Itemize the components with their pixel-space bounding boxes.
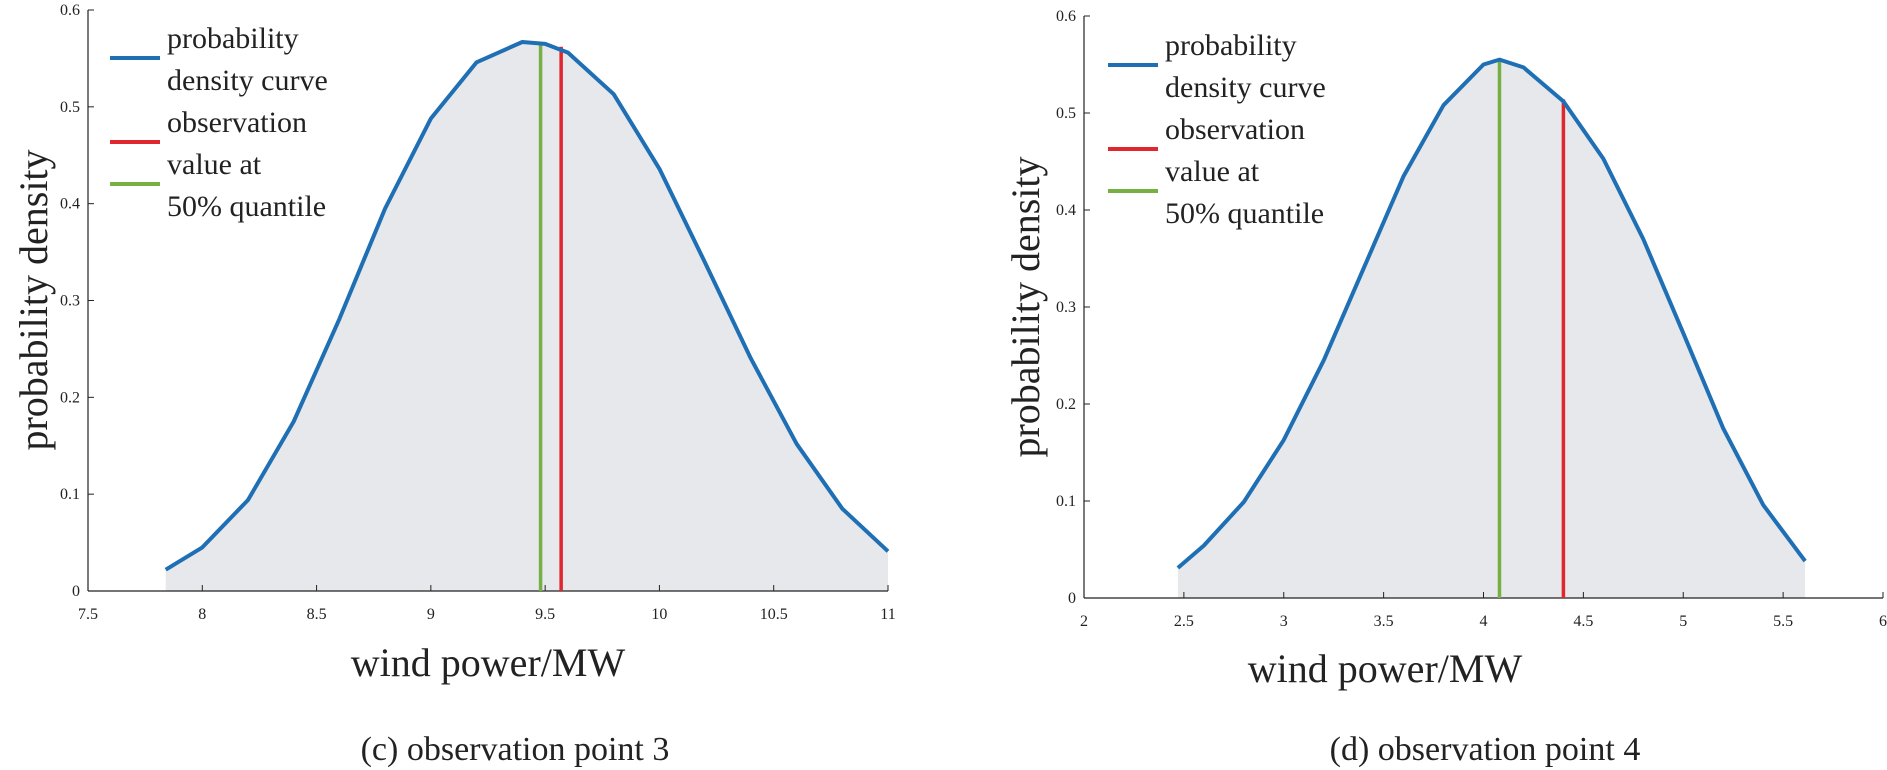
legend-label: density curve — [1165, 71, 1326, 104]
y-axis-title: probability density — [11, 149, 56, 450]
y-tick-label: 0 — [72, 583, 80, 600]
legend-label: value at — [1165, 155, 1260, 188]
x-tick-label: 5 — [1679, 613, 1687, 630]
density-curve — [1176, 57, 1807, 570]
y-tick-label: 0.1 — [60, 486, 80, 503]
y-tick-label: 0.5 — [1056, 105, 1076, 122]
y-tick-label: 0.2 — [60, 389, 80, 406]
x-tick-label: 8 — [198, 606, 206, 623]
x-tick-label: 5.5 — [1773, 613, 1793, 630]
legend-label: observation — [1165, 113, 1305, 146]
y-tick-label: 0.2 — [1056, 396, 1076, 413]
x-tick-label: 3 — [1280, 613, 1288, 630]
x-tick-label: 8.5 — [307, 606, 327, 623]
chart-1: 0 0.1 0.2 0.3 0.4 0.5 0.6 2 2.5 3 3.5 4 4.5 5 5.5 6 prob… — [1003, 8, 1887, 768]
legend: probability density curve observation value… — [1108, 29, 1326, 230]
density-curve — [164, 40, 890, 572]
figure-caption: (c) observation point 3 — [361, 731, 670, 768]
density-area-fill — [165, 42, 888, 591]
chart-0: 0 0.1 0.2 0.3 0.4 0.5 0.6 7.5 8 8.5 9 9.5 10 10.5 11 pr… — [11, 2, 896, 768]
legend-label: probability — [1165, 29, 1297, 62]
y-tick-label: 0.3 — [60, 293, 80, 310]
x-tick-label: 7.5 — [78, 606, 98, 623]
y-axis-title: probability density — [1003, 156, 1048, 457]
legend-label: density curve — [167, 64, 328, 97]
x-axis-title: wind power/MW — [1248, 646, 1523, 691]
legend-label: 50% quantile — [167, 190, 326, 223]
y-tick-label: 0.5 — [60, 99, 80, 116]
legend: probability density curve observation value… — [110, 22, 328, 223]
x-tick-label: 6 — [1879, 613, 1887, 630]
x-tick-label: 2.5 — [1174, 613, 1194, 630]
y-tick-label: 0.4 — [1056, 202, 1076, 219]
legend-label: value at — [167, 148, 262, 181]
legend-label: observation — [167, 106, 307, 139]
x-tick-label: 11 — [880, 606, 895, 623]
x-tick-label: 3.5 — [1374, 613, 1394, 630]
y-tick-label: 0.1 — [1056, 493, 1076, 510]
x-tick-label: 4.5 — [1573, 613, 1593, 630]
y-tick-label: 0.4 — [60, 196, 80, 213]
x-tick-label: 10 — [651, 606, 667, 623]
x-axis-title: wind power/MW — [351, 640, 626, 685]
x-tick-label: 9.5 — [535, 606, 555, 623]
legend-label: 50% quantile — [1165, 197, 1324, 230]
figure-caption: (d) observation point 4 — [1330, 731, 1641, 768]
y-tick-label: 0.6 — [60, 2, 80, 19]
x-tick-label: 2 — [1080, 613, 1088, 630]
density-area-fill — [1177, 59, 1806, 599]
x-tick-label: 4 — [1480, 613, 1488, 630]
legend-label: probability — [167, 22, 299, 55]
y-tick-label: 0.6 — [1056, 8, 1076, 25]
x-tick-label: 10.5 — [760, 606, 788, 623]
y-tick-label: 0 — [1068, 590, 1076, 607]
x-tick-label: 9 — [427, 606, 435, 623]
y-tick-label: 0.3 — [1056, 299, 1076, 316]
